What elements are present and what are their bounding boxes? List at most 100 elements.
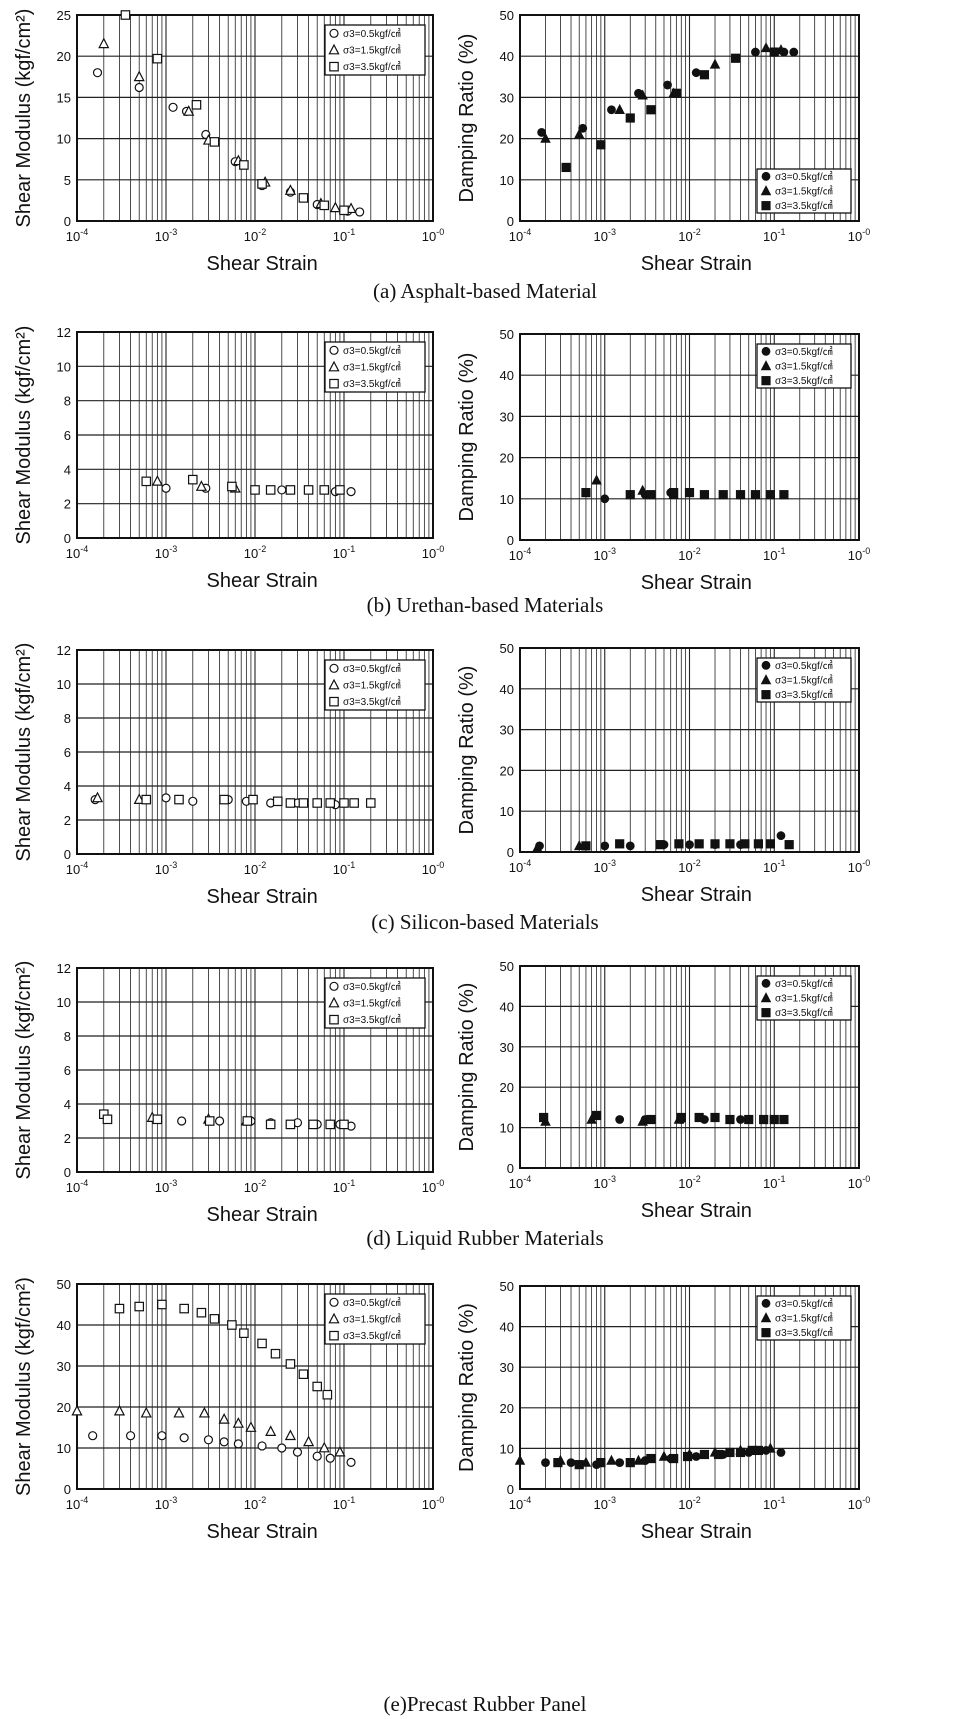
data-point [541, 1458, 550, 1468]
series-3 [98, 1109, 349, 1130]
caption-panel-d: (d) Liquid Rubber Materials [366, 1226, 603, 1250]
x-tick-label: 10-1 [333, 544, 355, 561]
data-point [173, 1406, 185, 1418]
data-point [591, 474, 602, 485]
legend-box [756, 657, 852, 703]
y-tick-label: 20 [500, 1401, 514, 1416]
data-point [736, 1115, 745, 1124]
data-point [334, 1445, 346, 1457]
data-point [765, 839, 775, 849]
y-axis-label: Shear Modulus (kgf/cm²) [13, 1277, 35, 1496]
y-tick-label: 10 [57, 677, 71, 692]
x-tick-label: 10-2 [244, 227, 266, 244]
data-point [179, 1433, 189, 1443]
data-point [671, 88, 681, 98]
x-axis-label: Shear Strain [641, 1521, 752, 1543]
data-point [355, 207, 365, 217]
data-point [265, 1119, 276, 1130]
data-point [744, 1114, 754, 1125]
legend-marker [761, 201, 771, 211]
data-point [285, 798, 296, 808]
x-tick-label: 10-3 [155, 1495, 177, 1512]
y-tick-label: 2 [64, 1131, 71, 1146]
y-tick-label: 0 [507, 1161, 514, 1176]
chart-panel-a-modulus: 0 5 10 15 20 25 10-4 10-3 10-2 10-1 10-0 Shear Stra… [13, 8, 444, 275]
legend-label: σ3=3.5kgf/㎠ [775, 689, 833, 701]
x-tick-label: 10-0 [848, 1174, 870, 1191]
data-point [329, 201, 341, 213]
x-tick-label: 10-0 [422, 227, 444, 244]
data-point [218, 1413, 230, 1424]
legend-marker [761, 1328, 771, 1338]
y-tick-label: 10 [500, 1121, 514, 1136]
series-3 [120, 10, 349, 216]
data-point [769, 1114, 779, 1125]
series-3 [114, 1299, 333, 1400]
data-point [669, 1453, 679, 1464]
data-point [125, 1431, 136, 1441]
data-point [346, 1457, 356, 1467]
y-tick-label: 20 [500, 451, 514, 466]
x-axis-label: Shear Strain [207, 886, 318, 908]
data-point [257, 179, 267, 189]
legend: σ3=0.5kgf/㎠ σ3=1.5kgf/㎠ σ3=3.5kgf/㎠ [756, 1295, 852, 1341]
data-point [312, 798, 323, 808]
x-axis-label: Shear Strain [641, 1200, 752, 1222]
data-point [718, 490, 728, 500]
legend-marker [760, 1312, 772, 1323]
data-point [265, 485, 276, 495]
legend-label: σ3=0.5kgf/㎠ [343, 981, 401, 993]
data-point [227, 481, 237, 492]
y-tick-label: 5 [64, 173, 71, 188]
legend-label: σ3=3.5kgf/㎠ [775, 1327, 833, 1339]
x-tick-label: 10-2 [678, 227, 700, 244]
data-point [88, 1431, 98, 1441]
legend-marker [761, 1008, 771, 1018]
legend-marker [328, 360, 340, 372]
legend-label: σ3=0.5kgf/㎠ [775, 660, 833, 672]
data-point [168, 102, 178, 112]
data-point [198, 1406, 210, 1418]
y-tick-label: 10 [500, 804, 514, 819]
y-tick-label: 30 [500, 723, 514, 738]
x-axis-label: Shear Strain [207, 253, 318, 275]
x-tick-label: 10-0 [848, 858, 870, 875]
data-point [615, 1458, 625, 1468]
data-point [319, 200, 330, 211]
legend-marker [329, 28, 339, 38]
data-point [141, 476, 152, 487]
data-point [204, 1116, 215, 1126]
y-tick-label: 30 [500, 1040, 514, 1055]
y-tick-label: 12 [57, 643, 71, 658]
data-point [214, 1116, 225, 1126]
legend-marker [329, 663, 339, 673]
legend: σ3=0.5kgf/㎠ σ3=1.5kgf/㎠ σ3=3.5kgf/㎠ [324, 1293, 426, 1345]
data-point [209, 1314, 220, 1324]
legend-label: σ3=3.5kgf/㎠ [343, 696, 401, 708]
data-point [514, 1454, 526, 1465]
series-1 [537, 47, 799, 137]
plot-frame [76, 649, 434, 855]
legend-marker [328, 678, 340, 690]
series-1 [152, 1114, 356, 1131]
legend-label: σ3=0.5kgf/㎠ [343, 28, 401, 40]
plot-frame [519, 647, 860, 853]
data-point [553, 1458, 563, 1468]
data-point [277, 1443, 287, 1453]
x-tick-label: 10-0 [848, 546, 870, 563]
legend: σ3=0.5kgf/㎠ σ3=1.5kgf/㎠ σ3=3.5kgf/㎠ [324, 977, 426, 1029]
data-point [242, 1116, 253, 1126]
data-point [257, 1441, 267, 1451]
x-tick-label: 10-2 [244, 1178, 266, 1195]
x-tick-label: 10-4 [509, 1174, 531, 1191]
legend-label: σ3=3.5kgf/㎠ [775, 375, 833, 387]
y-tick-label: 50 [57, 1277, 71, 1292]
data-point [312, 1451, 322, 1461]
data-point [250, 485, 260, 495]
data-point [339, 1119, 349, 1130]
caption-panel-c: (c) Silicon-based Materials [371, 910, 598, 934]
legend-box [756, 975, 852, 1021]
y-tick-label: 6 [64, 428, 71, 443]
data-point [335, 485, 345, 495]
plot-frame [519, 965, 860, 1169]
